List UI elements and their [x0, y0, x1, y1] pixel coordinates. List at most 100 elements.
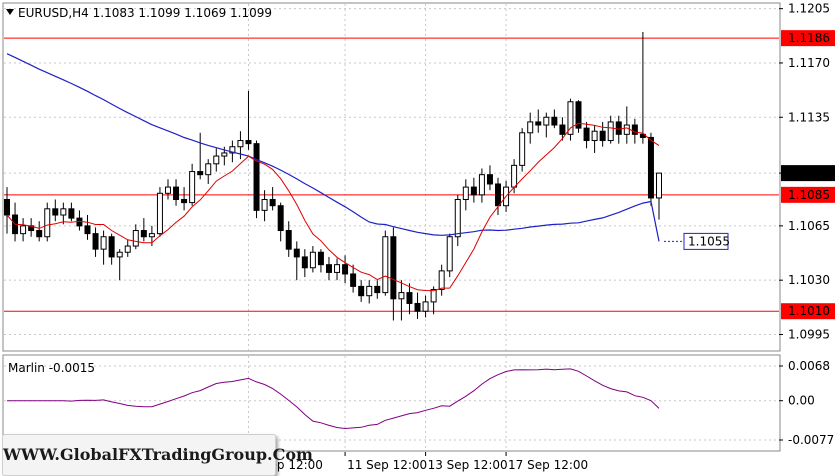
level-price-tag-label: 1.1085	[788, 188, 830, 202]
candle-body	[470, 186, 477, 196]
candle-body	[438, 270, 445, 290]
candle-body	[454, 198, 461, 238]
candle-body	[615, 121, 622, 135]
candle-body	[197, 171, 204, 176]
candle-body	[366, 285, 373, 297]
candle-body	[148, 233, 155, 238]
candle-body	[245, 140, 252, 145]
candle-body	[116, 251, 123, 258]
candle-body	[543, 116, 550, 126]
candle-body	[213, 155, 220, 165]
candle-body	[92, 233, 99, 250]
time-tick-label: 13 Sep 12:00	[428, 458, 508, 472]
candle-body	[398, 292, 405, 300]
current-price-tag	[781, 165, 835, 182]
candles	[4, 31, 662, 321]
candle-body	[317, 251, 324, 266]
candle-body	[551, 116, 558, 126]
candle-body	[261, 198, 268, 211]
candle-body	[253, 143, 260, 211]
candle-body	[591, 130, 598, 142]
candle-body	[277, 205, 284, 232]
watermark: WWW.GlobalFXTradingGroup.Com	[2, 434, 313, 476]
price-tags: 1.1186 1.1085 1.1010 1.1099 1.1055	[664, 30, 835, 320]
marlin-tick-label: 0.0068	[788, 359, 830, 373]
candle-body	[390, 236, 397, 300]
marlin-tick-label: 0.00	[788, 394, 815, 408]
candle-body	[656, 172, 662, 199]
marlin-line	[7, 368, 660, 430]
candle-body	[631, 124, 638, 135]
candle-body	[430, 288, 437, 303]
time-tick-label: 11 Sep 12:00	[347, 458, 427, 472]
candle-body	[334, 264, 341, 273]
red-moving-average	[6, 122, 660, 292]
blue-ma-value-label: 1.1055	[688, 234, 730, 248]
candle-body	[20, 225, 27, 235]
level-price-tag-label: 1.1010	[788, 304, 830, 318]
candle-body	[350, 273, 357, 287]
marlin-axis: 0.0068 0.00 -0.0077	[779, 359, 834, 447]
candle-body	[36, 230, 43, 238]
candle-body	[527, 121, 534, 134]
level-price-tag	[781, 186, 835, 203]
candle-body	[567, 101, 574, 135]
candle-body	[132, 230, 139, 247]
candle-body	[414, 302, 421, 312]
candle-body	[221, 152, 228, 157]
marlin-tick-label: -0.0077	[788, 433, 834, 447]
candle-body	[511, 164, 518, 188]
price-tick-label: 1.1135	[788, 110, 830, 124]
candle-body	[623, 124, 630, 135]
price-tick-label: 1.1205	[788, 2, 830, 16]
candle-body	[4, 198, 10, 216]
candle-body	[84, 225, 91, 235]
time-tick-label: 17 Sep 12:00	[508, 458, 588, 472]
candle-body	[205, 163, 212, 176]
candle-body	[575, 101, 582, 129]
candle-body	[229, 146, 236, 154]
price-tick-label: 1.1065	[788, 219, 830, 233]
candle-body	[173, 186, 180, 200]
marlin-label: Marlin -0.0015	[8, 361, 95, 375]
candle-body	[124, 245, 131, 253]
candle-body	[342, 264, 349, 275]
candle-body	[535, 121, 542, 126]
candle-body	[478, 174, 485, 196]
price-tick-label: 1.0995	[788, 327, 830, 341]
candle-body	[583, 127, 590, 142]
candle-body	[189, 171, 196, 204]
blue-ma-value-box	[683, 232, 729, 250]
candle-body	[156, 192, 163, 235]
candle-body	[100, 236, 107, 250]
candle-body	[486, 174, 493, 185]
candle-body	[462, 186, 469, 200]
candle-body	[60, 208, 67, 216]
candle-body	[269, 198, 276, 207]
candle-body	[446, 236, 453, 272]
candle-body	[325, 264, 332, 273]
blue-moving-average	[6, 53, 660, 242]
time-axis: 9 Sep 12:00 11 Sep 12:00 13 Sep 12:00 17 Se…	[247, 452, 588, 472]
candle-body	[422, 301, 429, 312]
candle-body	[140, 230, 147, 238]
level-price-tag-label: 1.1186	[788, 31, 830, 45]
price-tick-label: 1.1170	[788, 56, 830, 70]
candle-body	[301, 256, 308, 269]
candle-body	[358, 285, 365, 297]
candle-body	[76, 217, 83, 227]
candle-body	[181, 198, 188, 204]
current-price-tag-label: 1.1099	[788, 166, 830, 180]
candle-body	[382, 236, 389, 294]
candle-body	[495, 183, 502, 207]
level-price-tag	[781, 303, 835, 320]
candle-body	[293, 248, 300, 258]
candle-body	[237, 140, 244, 148]
dropdown-triangle-icon[interactable]	[6, 9, 14, 15]
candle-body	[309, 251, 316, 269]
price-tick-label: 1.1030	[788, 273, 830, 287]
level-price-tag	[781, 30, 835, 47]
candle-body	[374, 285, 381, 294]
candle-body	[52, 208, 59, 216]
candle-body	[406, 292, 413, 304]
